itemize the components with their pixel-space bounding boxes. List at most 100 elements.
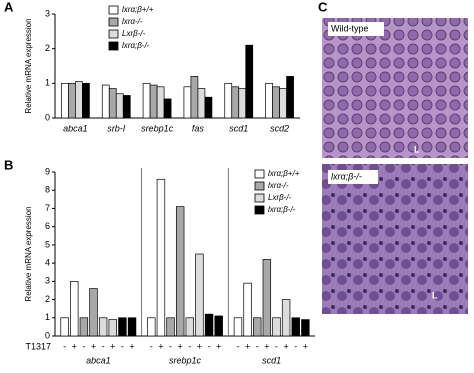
x-tick-label: + xyxy=(129,341,134,351)
bar xyxy=(101,84,110,119)
y-axis-title: Relative mRNA expression xyxy=(24,18,33,113)
legend-swatch xyxy=(108,29,119,39)
bar xyxy=(272,86,280,119)
bar xyxy=(108,88,117,119)
legend-label: lxrα-/- xyxy=(122,17,143,26)
x-tick-label: + xyxy=(264,341,269,351)
group-label: scd1 xyxy=(262,355,281,365)
bar xyxy=(79,317,89,337)
x-tick-label: + xyxy=(91,341,96,351)
legend-label: Lxrβ-/- xyxy=(268,193,292,202)
x-tick-label: + xyxy=(216,341,221,351)
y-tick-label: 9 xyxy=(45,166,50,176)
legend-label: Lxrβ-/- xyxy=(122,29,146,38)
x-tick-label: + xyxy=(110,341,115,351)
bar xyxy=(286,76,294,119)
legend-swatch xyxy=(254,193,265,203)
bar xyxy=(70,280,79,337)
bar xyxy=(156,86,165,119)
bar xyxy=(89,288,98,337)
bar xyxy=(175,206,185,337)
bar xyxy=(118,317,127,337)
panel-label: B xyxy=(4,157,13,172)
bar xyxy=(265,82,273,119)
bar xyxy=(195,253,204,337)
legend-label: lxrα;β+/+ xyxy=(268,169,300,178)
x-tick-label: - xyxy=(121,341,124,351)
x-tick-label: - xyxy=(63,341,66,351)
y-tick-label: 2 xyxy=(45,43,50,53)
x-tick-label: abca1 xyxy=(63,123,88,133)
bar xyxy=(253,317,262,337)
legend-swatch xyxy=(108,17,119,27)
y-tick-label: 2 xyxy=(45,294,50,304)
bar xyxy=(245,44,254,119)
group-label: abca1 xyxy=(86,355,111,365)
bar xyxy=(115,93,124,119)
bar xyxy=(163,98,172,119)
micrograph-panel: C Wild-type L lxrα;β-/- L xyxy=(318,0,468,314)
x-tick-label: srebp1c xyxy=(141,123,174,133)
x-tick-label: scd1 xyxy=(229,123,248,133)
x-tick-label: - xyxy=(150,341,153,351)
bar xyxy=(183,86,192,119)
y-tick-label: 0 xyxy=(45,330,50,340)
bar xyxy=(60,317,69,337)
bar xyxy=(142,82,151,119)
y-tick-label: 1 xyxy=(45,312,50,322)
bar xyxy=(149,84,158,119)
bar xyxy=(68,82,76,119)
legend-swatch xyxy=(108,5,119,15)
legend-swatch xyxy=(254,205,265,215)
bar xyxy=(190,76,199,119)
legend-swatch xyxy=(254,169,265,179)
bar xyxy=(147,317,156,337)
bar xyxy=(108,319,117,337)
bar xyxy=(185,317,195,337)
x-tick-label: - xyxy=(236,341,239,351)
micrograph xyxy=(322,164,468,314)
caption-box xyxy=(328,170,378,184)
bar xyxy=(243,282,252,337)
x-tick-label: + xyxy=(245,341,250,351)
bar xyxy=(231,86,240,119)
bar xyxy=(272,317,281,337)
bar xyxy=(262,259,272,337)
x-tick-label: - xyxy=(208,341,211,351)
bar xyxy=(61,82,69,119)
bar xyxy=(281,299,291,337)
x-tick-label: - xyxy=(82,341,85,351)
x-tick-label: + xyxy=(197,341,202,351)
caption-box xyxy=(328,22,384,36)
x-tick-label: - xyxy=(275,341,278,351)
bar xyxy=(197,88,206,119)
y-tick-label: 5 xyxy=(45,239,50,249)
image-caption: lxrα;β-/- xyxy=(331,171,362,181)
y-tick-label: 6 xyxy=(45,221,50,231)
bar xyxy=(156,178,166,337)
y-tick-label: 1 xyxy=(45,78,50,88)
bar xyxy=(98,317,108,337)
x-tick-label: + xyxy=(178,341,183,351)
image-caption: Wild-type xyxy=(331,23,369,33)
bar xyxy=(291,317,300,337)
image-label: L xyxy=(414,144,420,154)
y-axis-title: Relative mRNA expression xyxy=(24,206,33,301)
x-tick-label: fas xyxy=(192,123,205,133)
bar xyxy=(204,96,213,119)
bar xyxy=(166,317,175,337)
bar xyxy=(122,95,131,119)
micrograph xyxy=(322,18,468,158)
legend-swatch xyxy=(108,41,119,51)
image-label: L xyxy=(432,290,438,300)
x-tick-label: - xyxy=(294,341,297,351)
x-tick-label: + xyxy=(303,341,308,351)
legend-label: lxrα;β-/- xyxy=(268,205,296,214)
x-tick-label: srb-I xyxy=(107,123,125,133)
group-label: srebp1c xyxy=(169,355,202,365)
legend-label: lxrα-/- xyxy=(268,181,289,190)
bar xyxy=(279,88,287,119)
x-tick-label: + xyxy=(72,341,77,351)
legend-label: lxrα;β-/- xyxy=(122,41,150,50)
